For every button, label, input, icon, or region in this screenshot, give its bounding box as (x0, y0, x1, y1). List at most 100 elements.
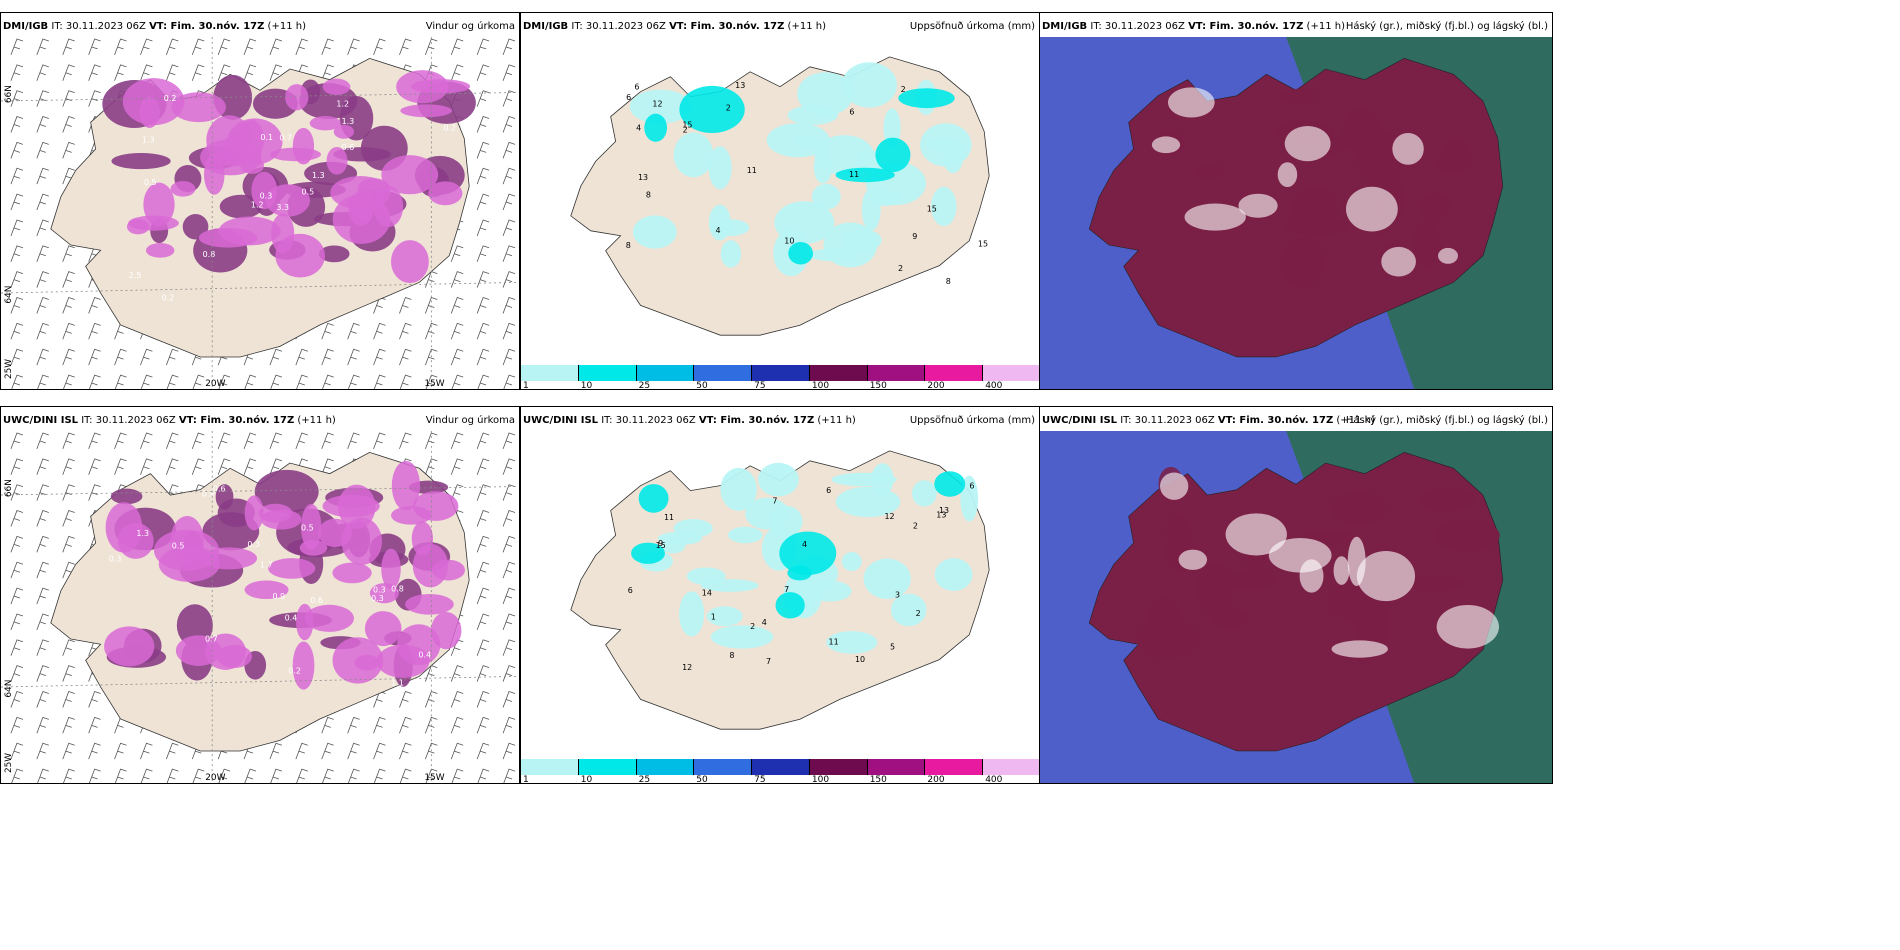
precip-area (122, 78, 185, 126)
precip-area (222, 133, 254, 167)
precip-area (826, 631, 878, 654)
wind-barb (62, 348, 75, 366)
precip-area (632, 215, 677, 249)
wind-barb (192, 374, 205, 389)
colorbar-cell (636, 759, 695, 775)
value-label: 1.3 (136, 529, 149, 538)
value-label: 6 (626, 93, 631, 102)
value-label: 0.9 (272, 592, 285, 601)
panel-title: Vindur og úrkoma (425, 415, 515, 426)
wind-barb (36, 116, 49, 133)
wind-barb (295, 348, 308, 366)
value-label: 4 (802, 540, 807, 549)
wind-barb (296, 768, 308, 783)
precip-area (1419, 193, 1451, 219)
precip-area (337, 484, 376, 529)
wind-barb (477, 768, 490, 783)
panel-header: UWC/DINI ISL IT: 30.11.2023 06Z VT: Fim.… (1, 407, 519, 433)
precip-area (405, 593, 454, 615)
iceland-land (1088, 452, 1504, 752)
wind-barb (62, 691, 75, 708)
precip-area (254, 469, 319, 514)
precip-area (110, 488, 143, 505)
value-label: 2 (898, 264, 903, 273)
map-panel-p4: UWC/DINI ISL IT: 30.11.2023 06Z VT: Fim.… (0, 406, 520, 784)
precip-area (1277, 162, 1298, 188)
wind-barb (502, 219, 516, 237)
precip-area (260, 509, 302, 530)
init-time: IT: 30.11.2023 06Z (1117, 415, 1218, 426)
value-label: 10 (855, 655, 865, 664)
precip-area (105, 502, 143, 553)
wind-barb (476, 613, 490, 631)
precip-area (1168, 87, 1215, 118)
precip-area (309, 116, 341, 131)
value-label: 0.5 (172, 541, 185, 550)
value-label: 1.1 (391, 679, 404, 688)
precip-area (934, 558, 973, 592)
precip-area (1184, 203, 1246, 231)
wind-barb (450, 297, 464, 314)
precip-area (686, 567, 726, 585)
wind-barb (450, 348, 464, 366)
value-label: 13 (735, 81, 745, 90)
init-time: IT: 30.11.2023 06Z (568, 21, 670, 32)
precip-area (841, 551, 862, 572)
wind-barb (321, 458, 334, 475)
wind-barb (36, 691, 49, 708)
precip-area (931, 186, 957, 227)
valid-time: VT: Fim. 30.nóv. 17Z (1188, 21, 1304, 32)
precip-area (811, 183, 841, 210)
precip-area (292, 641, 315, 690)
precip-area (270, 147, 321, 162)
wind-barb (450, 716, 464, 734)
precip-area (890, 593, 927, 627)
value-label: 11 (664, 513, 674, 522)
wind-barb (114, 374, 127, 389)
wind-barb (476, 561, 490, 579)
colorbar-label: 50 (696, 381, 708, 390)
wind-barb (140, 768, 153, 783)
lon-label-15w: 15W (424, 773, 444, 783)
wind-barb (10, 665, 24, 682)
precip-area (1290, 186, 1339, 234)
precip-area (814, 135, 874, 176)
value-label: 9 (912, 232, 917, 241)
precip-area (720, 467, 757, 511)
precip-area (1346, 186, 1398, 232)
value-label: 3.3 (276, 203, 289, 212)
value-label: 4 (762, 618, 767, 627)
wind-barb (10, 116, 24, 133)
precip-area (244, 580, 289, 600)
precip-area (430, 611, 462, 650)
panel-title: Vindur og úrkoma (425, 21, 515, 32)
precip-area (779, 531, 837, 576)
colorbar-label: 1 (523, 775, 529, 784)
model-source: DMI/IGB (523, 21, 569, 32)
lon-label-15w: 15W (424, 379, 444, 389)
wind-barb (11, 374, 24, 389)
wind-barb (36, 742, 49, 760)
value-label: 7 (772, 497, 777, 506)
wind-barb (450, 665, 464, 682)
wind-barb (373, 432, 386, 450)
precip-area (1331, 640, 1388, 658)
colorbar-cell (867, 365, 926, 381)
precip-area (1211, 608, 1250, 628)
colorbar-cell (578, 759, 637, 775)
wind-barb (114, 64, 127, 81)
value-label: 8 (626, 241, 631, 250)
value-label: 0.3 (109, 555, 122, 564)
precip-area (301, 503, 322, 551)
lat-label-66n: 66N (4, 85, 14, 103)
panel-header: UWC/DINI ISL IT: 30.11.2023 06Z VT: Fim.… (521, 407, 1039, 433)
wind-barb (243, 432, 257, 450)
wind-barb (10, 297, 24, 314)
wind-barb (347, 348, 360, 366)
wind-barb (476, 665, 490, 682)
wind-barb (243, 38, 257, 56)
wind-barb (476, 587, 490, 605)
map-canvas: 0.5 1.3 1.7 0.9 0.7 0.5 0.3 0.6 0.4 0.3 0.6 0.3 1.1 0… (1, 431, 519, 783)
precip-area (843, 229, 882, 252)
wind-barb (270, 768, 283, 783)
